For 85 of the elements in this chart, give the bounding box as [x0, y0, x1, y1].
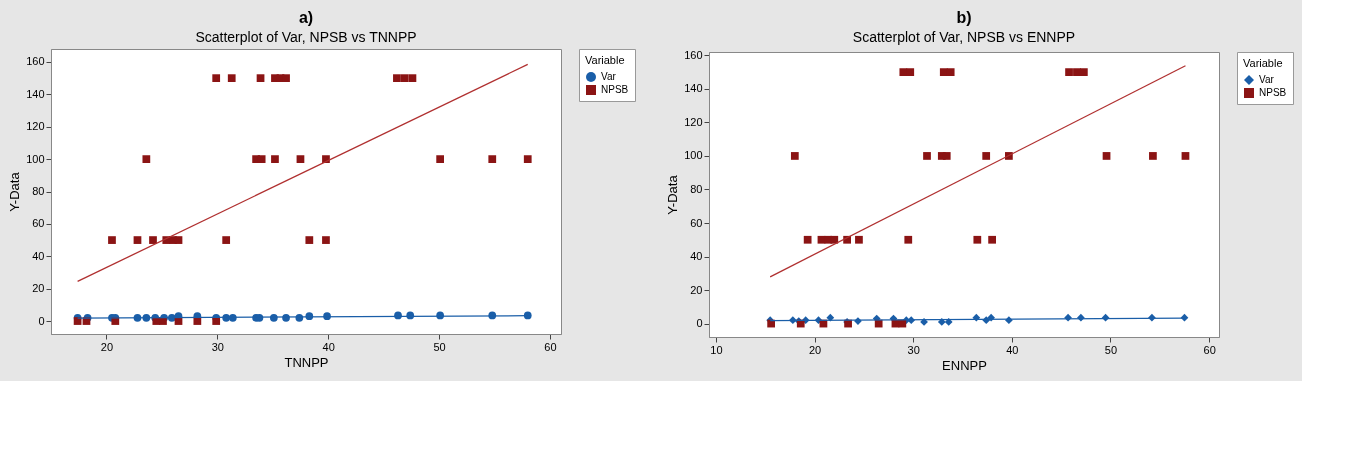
point — [282, 74, 290, 83]
point — [305, 236, 314, 244]
y-axis-title: Y-Data — [7, 171, 23, 212]
point — [296, 155, 305, 163]
point — [393, 74, 401, 83]
point — [149, 236, 157, 244]
y-tick-label: 140 — [26, 87, 45, 100]
y-tick-label: 160 — [26, 55, 45, 68]
point — [227, 74, 236, 83]
point — [256, 74, 265, 83]
legend-label: NPSB — [1259, 87, 1287, 98]
point — [1102, 152, 1111, 160]
y-tick-label: 60 — [32, 217, 45, 230]
point — [488, 155, 497, 163]
point — [212, 74, 221, 83]
point — [973, 235, 982, 244]
y-tick-label: 100 — [26, 152, 45, 165]
point — [904, 235, 913, 244]
chart-title: Scatterplot of Var, NPSB vs ENNPP — [852, 29, 1076, 46]
point — [946, 68, 955, 76]
point — [1065, 68, 1073, 76]
point — [987, 313, 995, 322]
y-tick-label: 140 — [684, 82, 703, 95]
point — [982, 152, 991, 160]
point — [790, 152, 799, 160]
text: b) — [956, 9, 972, 26]
x-tick-label: 20 — [100, 340, 114, 353]
x-axis-title: ENNPP — [942, 357, 987, 373]
point — [803, 235, 812, 244]
point — [830, 235, 839, 244]
point — [400, 74, 409, 83]
y-tick-label: 80 — [32, 185, 45, 197]
x-tick-label: 10 — [710, 343, 723, 356]
legend-label: Var — [1259, 74, 1275, 85]
legend-label: NPSB — [601, 84, 629, 95]
point — [988, 235, 996, 244]
point — [906, 68, 915, 76]
legend-label: Var — [601, 71, 617, 82]
x-tick-label: 20 — [808, 343, 822, 356]
text: a) — [298, 9, 314, 26]
point — [1079, 68, 1088, 76]
point — [271, 155, 279, 163]
point — [408, 74, 417, 83]
point — [942, 152, 951, 160]
point — [257, 155, 266, 163]
point — [142, 155, 151, 163]
y-tick-label: 20 — [690, 283, 703, 296]
x-tick-label: 30 — [211, 340, 224, 353]
point — [923, 152, 931, 160]
point — [1149, 152, 1157, 160]
y-tick-label: 160 — [684, 48, 703, 61]
point — [222, 236, 231, 244]
point — [898, 319, 907, 328]
legend-title: Variable — [1243, 57, 1283, 69]
point — [108, 236, 116, 244]
legend-title: Variable — [585, 54, 625, 66]
x-tick-label: 30 — [907, 343, 920, 356]
y-tick-label: 20 — [32, 282, 45, 295]
x-tick-label: 60 — [1203, 343, 1216, 356]
x-tick-label: 40 — [322, 340, 335, 353]
y-tick-label: 60 — [690, 216, 703, 229]
x-tick-label: 50 — [1104, 343, 1118, 356]
chart-title: Scatterplot of Var, NPSB vs TNNPP — [195, 28, 417, 45]
y-tick-label: 120 — [26, 120, 45, 133]
x-tick-label: 40 — [1006, 343, 1019, 356]
y-tick-label: 80 — [690, 182, 703, 195]
point — [944, 318, 953, 326]
y-tick-label: 0 — [38, 314, 45, 327]
point — [523, 155, 532, 163]
y-tick-label: 40 — [32, 249, 45, 262]
point — [133, 236, 142, 244]
point — [322, 236, 330, 244]
y-tick-label: 100 — [684, 149, 703, 162]
point — [1181, 152, 1190, 160]
y-tick-label: 120 — [684, 115, 703, 128]
x-tick-label: 60 — [544, 340, 557, 353]
y-axis-title: Y-Data — [665, 174, 681, 215]
point — [174, 236, 183, 244]
x-tick-label: 50 — [433, 340, 446, 353]
point — [523, 311, 532, 320]
x-axis-title: TNNPP — [284, 354, 329, 370]
point — [855, 235, 863, 244]
y-tick-label: 0 — [696, 317, 703, 330]
point — [436, 155, 445, 163]
y-tick-label: 40 — [690, 250, 703, 263]
